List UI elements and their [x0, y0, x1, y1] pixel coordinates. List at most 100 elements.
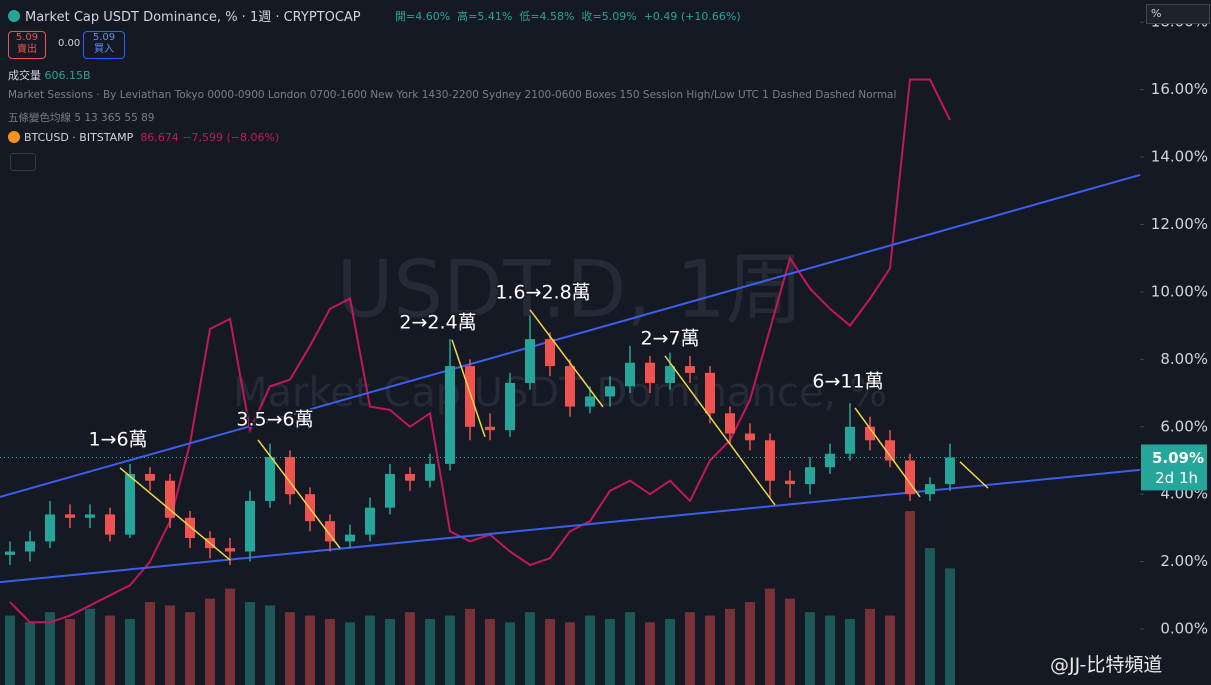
candle-body	[765, 440, 775, 481]
ma-indicator: 五條變色均線 5 13 365 55 89	[8, 112, 155, 124]
candle-body	[925, 484, 935, 495]
volume-bar	[645, 622, 655, 685]
annotation-line	[854, 407, 921, 498]
close: 收=5.09%	[581, 10, 637, 23]
ohlc: 開=4.60% 高=5.41% 低=4.58% 收=5.09% +0.49 (+…	[395, 8, 741, 24]
volume-bar	[585, 615, 595, 685]
volume-bar	[65, 618, 75, 685]
y-tick-label: 6.00%	[1160, 417, 1208, 435]
annotation-label: 3.5→6萬	[236, 408, 313, 430]
candle-body	[565, 366, 575, 407]
volume-bar	[805, 612, 815, 685]
volume-bar	[305, 615, 315, 685]
candle-body	[825, 453, 835, 468]
annotation-line	[959, 461, 989, 489]
annotation-line	[664, 355, 776, 506]
watermark: Market Cap USDT Dominance, %	[233, 370, 887, 416]
volume-bar	[345, 622, 355, 685]
volume-bar	[625, 612, 635, 685]
volume-bar	[905, 511, 915, 685]
candle-body	[365, 507, 375, 535]
sell-button[interactable]: 5.09 賣出	[8, 31, 46, 59]
volume-bar	[185, 612, 195, 685]
candle-body	[405, 473, 415, 481]
trendline	[0, 173, 1141, 498]
volume-bar	[445, 615, 455, 685]
candle-body	[45, 514, 55, 542]
candle-body	[525, 339, 535, 383]
volume-bar	[745, 602, 755, 685]
volume-bar	[145, 602, 155, 685]
buy-price: 5.09	[92, 32, 116, 43]
candle-body	[165, 480, 175, 518]
buy-button[interactable]: 5.09 買入	[83, 31, 125, 59]
volume-bar	[205, 598, 215, 685]
symbol-search[interactable]: %	[1146, 4, 1210, 24]
watermark: USDT.D, 1周	[336, 245, 803, 335]
volume-bar	[5, 615, 15, 685]
btc-change: −7,599 (−8.06%)	[182, 131, 280, 144]
volume-bar	[785, 598, 795, 685]
volume-bar	[245, 602, 255, 685]
annotation-line	[119, 467, 231, 561]
btc-line	[9, 78, 951, 624]
chart-title: Market Cap USDT Dominance, % · 1週 · CRYP…	[8, 6, 361, 25]
btc-name: BTCUSD · BITSTAMP	[24, 131, 134, 144]
volume-bar	[565, 622, 575, 685]
price-tag-label: 5.09%	[1152, 449, 1204, 467]
candle-body	[725, 413, 735, 434]
volume-bar	[165, 605, 175, 685]
countdown: 2d 1h	[1155, 469, 1198, 487]
volume-bar	[25, 622, 35, 685]
sell-price: 5.09	[15, 32, 39, 43]
annotation-line	[529, 309, 604, 408]
volume-bar	[265, 605, 275, 685]
candle-body	[845, 426, 855, 454]
volume-bar	[425, 618, 435, 685]
candle-body	[285, 457, 295, 495]
candle-body	[585, 396, 595, 407]
candle-body	[865, 426, 875, 441]
collapse-button[interactable]	[10, 153, 36, 171]
candle-body	[785, 480, 795, 485]
candle-body	[425, 463, 435, 481]
volume-bar	[885, 615, 895, 685]
volume-bar	[765, 588, 775, 685]
candle-body	[105, 514, 115, 535]
volume-label: 成交量	[8, 69, 41, 82]
volume-bar	[725, 608, 735, 685]
volume-bar	[925, 548, 935, 685]
y-tick-label: 12.00%	[1151, 215, 1208, 233]
volume-bar	[665, 618, 675, 685]
volume-bar	[45, 612, 55, 685]
annotation-label: 2→7萬	[640, 327, 699, 349]
credit: @JJ-比特頻道	[1050, 654, 1163, 676]
y-tick-label: 10.00%	[1151, 282, 1208, 300]
candle-body	[505, 382, 515, 431]
volume-bar	[945, 568, 955, 685]
candle-body	[545, 339, 555, 367]
high: 高=5.41%	[457, 10, 513, 23]
candle-body	[705, 372, 715, 414]
sell-label: 賣出	[17, 44, 37, 55]
volume-bar	[485, 618, 495, 685]
volume-bar	[405, 612, 415, 685]
y-tick-label: 0.00%	[1160, 620, 1208, 638]
volume-bar	[525, 612, 535, 685]
annotation-line	[257, 439, 341, 549]
change: +0.49 (+10.66%)	[643, 10, 741, 23]
low: 低=4.58%	[519, 10, 575, 23]
candle-body	[485, 426, 495, 431]
candle-body	[905, 460, 915, 495]
y-tick-label: 16.00%	[1151, 80, 1208, 98]
volume-bar	[285, 612, 295, 685]
candle-body	[265, 457, 275, 501]
annotation-label: 6→11萬	[812, 370, 883, 392]
volume-bar	[545, 618, 555, 685]
volume-bar	[605, 618, 615, 685]
volume-bar	[865, 608, 875, 685]
y-tick-label: 14.00%	[1151, 148, 1208, 166]
volume-bar	[505, 622, 515, 685]
annotation-label: 1→6萬	[88, 428, 147, 450]
